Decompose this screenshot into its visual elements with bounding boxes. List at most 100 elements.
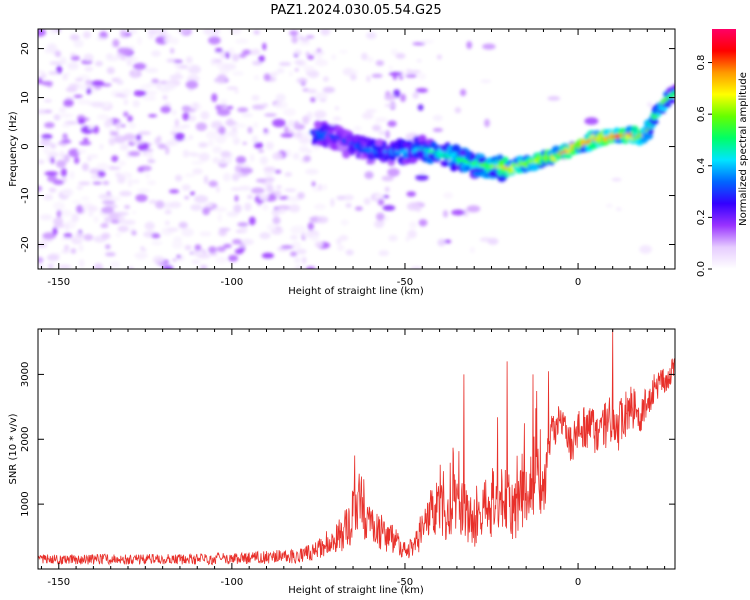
heatmap-cell bbox=[235, 156, 247, 164]
snr-panel: -150 -100 -50 0 1000 2000 3000 Height of strai… bbox=[8, 328, 676, 596]
heatmap-cell bbox=[393, 89, 401, 98]
heatmap-cell bbox=[305, 51, 310, 57]
heatmap-cell bbox=[289, 30, 299, 36]
colorbar-tick-label: 0.2 bbox=[696, 209, 707, 225]
heatmap-cell bbox=[375, 138, 384, 147]
heatmap-cell bbox=[119, 143, 129, 151]
heatmap-cell bbox=[412, 92, 420, 99]
heatmap-cell bbox=[314, 241, 324, 248]
heatmap-cell bbox=[125, 55, 139, 63]
heatmap-cell bbox=[208, 180, 218, 188]
heatmap-cell bbox=[128, 266, 134, 269]
heatmap-cell bbox=[671, 84, 675, 90]
heatmap-cell bbox=[274, 169, 282, 174]
heatmap-cell bbox=[43, 194, 53, 201]
snr-x-axis-label: Height of straight line (km) bbox=[288, 585, 424, 596]
snr-ticks: -150 -100 -50 0 1000 2000 3000 bbox=[20, 329, 675, 588]
heatmap-cell bbox=[327, 130, 335, 135]
heatmap-cell bbox=[287, 119, 295, 128]
heatmap-cell bbox=[169, 74, 184, 80]
heatmap-cell bbox=[294, 68, 299, 72]
heatmap-cell bbox=[374, 122, 380, 126]
heatmap-cell bbox=[191, 160, 205, 165]
heatmap-cell bbox=[296, 248, 307, 255]
colorbar-tick-label: 0.6 bbox=[696, 106, 707, 122]
heatmap-cell bbox=[108, 196, 122, 202]
spectrogram-frame bbox=[37, 28, 676, 270]
heatmap-cell bbox=[416, 59, 422, 63]
spectrogram-x-tick-label: -150 bbox=[47, 277, 70, 288]
heatmap-cell bbox=[70, 53, 76, 57]
heatmap-cell bbox=[240, 167, 253, 175]
heatmap-cell bbox=[123, 133, 136, 141]
spectrogram-x-tick-label: -50 bbox=[397, 277, 413, 288]
heatmap-cell bbox=[62, 188, 74, 197]
spectrogram-y-tick-label: 20 bbox=[20, 42, 31, 55]
heatmap-cell bbox=[294, 256, 301, 264]
figure-title: PAZ1.2024.030.05.54.G25 bbox=[270, 3, 441, 18]
heatmap-cell bbox=[261, 103, 269, 108]
heatmap-cell bbox=[171, 240, 183, 249]
heatmap-cell bbox=[67, 61, 79, 71]
heatmap-cell bbox=[200, 264, 208, 269]
heatmap-cell bbox=[208, 36, 221, 45]
heatmap-cell bbox=[182, 149, 189, 158]
heatmap-cell bbox=[185, 56, 193, 64]
heatmap-cell bbox=[110, 131, 119, 136]
heatmap-cell bbox=[331, 54, 337, 60]
heatmap-cell bbox=[151, 78, 159, 84]
heatmap-cell bbox=[73, 94, 83, 99]
heatmap-cell bbox=[166, 227, 179, 232]
heatmap-cell bbox=[54, 50, 62, 58]
heatmap-cell bbox=[293, 131, 301, 139]
heatmap-cell bbox=[407, 229, 417, 239]
heatmap-cell bbox=[198, 142, 208, 148]
heatmap-cell bbox=[56, 209, 62, 218]
colorbar-strip bbox=[712, 29, 736, 269]
heatmap-cell bbox=[142, 150, 148, 156]
heatmap-cell bbox=[199, 231, 212, 237]
heatmap-cell bbox=[233, 204, 242, 214]
heatmap-cell bbox=[131, 210, 137, 214]
heatmap-cell bbox=[226, 211, 239, 217]
heatmap-cell bbox=[81, 163, 89, 171]
heatmap-cell bbox=[382, 205, 396, 211]
heatmap-cell bbox=[233, 123, 247, 128]
heatmap-cell bbox=[152, 255, 165, 264]
heatmap-cell bbox=[278, 196, 290, 200]
heatmap-cell bbox=[130, 72, 139, 79]
heatmap-cell bbox=[133, 90, 147, 97]
heatmap-cell bbox=[528, 162, 540, 172]
heatmap-cell bbox=[355, 206, 363, 211]
heatmap-cell bbox=[168, 189, 180, 194]
heatmap-cell bbox=[111, 155, 119, 163]
heatmap-cell bbox=[102, 180, 110, 185]
heatmap-cell bbox=[406, 140, 413, 144]
heatmap-cell bbox=[271, 209, 280, 217]
heatmap-cell bbox=[232, 239, 242, 245]
heatmap-cell bbox=[226, 118, 235, 127]
heatmap-cell bbox=[178, 221, 188, 229]
heatmap-cell bbox=[102, 200, 116, 204]
heatmap-cell bbox=[218, 230, 227, 237]
heatmap-cell bbox=[415, 88, 428, 93]
heatmap-cell bbox=[126, 60, 132, 67]
colorbar-tick-label: 0.0 bbox=[696, 261, 707, 277]
heatmap-cell bbox=[305, 35, 315, 39]
heatmap-cell bbox=[147, 30, 158, 35]
heatmap-cell bbox=[38, 256, 44, 264]
spectrogram-y-tick-label: -20 bbox=[20, 236, 31, 252]
heatmap-cell bbox=[405, 74, 418, 78]
snr-x-tick-label: 0 bbox=[575, 577, 581, 588]
heatmap-cell bbox=[190, 204, 203, 211]
spectrogram-y-tick-label: -10 bbox=[20, 187, 31, 203]
heatmap-cell bbox=[147, 159, 156, 164]
heatmap-cell bbox=[175, 71, 181, 75]
heatmap-cell bbox=[225, 51, 230, 59]
heatmap-cell bbox=[118, 160, 126, 167]
heatmap-cell bbox=[317, 183, 322, 191]
heatmap-cell bbox=[323, 76, 329, 82]
heatmap-cell bbox=[43, 99, 52, 103]
heatmap-cell bbox=[263, 73, 271, 81]
heatmap-cell bbox=[311, 181, 316, 187]
